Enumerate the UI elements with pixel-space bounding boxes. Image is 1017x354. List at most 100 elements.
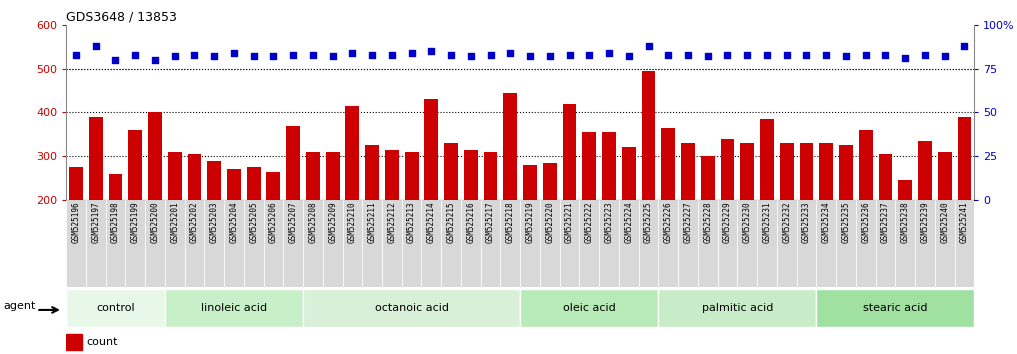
Bar (88, 117, 103, 287)
Bar (365, 145, 379, 287)
Bar (642, 71, 655, 287)
Bar (918, 141, 932, 287)
Point (838, 53, 854, 59)
Text: GSM525216: GSM525216 (467, 202, 475, 243)
Bar (303, 289, 520, 327)
Point (739, 52, 756, 57)
Text: GSM525201: GSM525201 (170, 202, 179, 243)
Point (146, 57, 163, 63)
Bar (503, 93, 518, 287)
Point (601, 50, 617, 56)
Bar (935, 25, 955, 200)
Bar (639, 200, 658, 287)
Point (68, 52, 84, 57)
Bar (540, 25, 559, 200)
Text: GSM525197: GSM525197 (92, 202, 101, 243)
Text: GSM525219: GSM525219 (526, 202, 535, 243)
Bar (303, 200, 322, 287)
Text: GSM525228: GSM525228 (703, 202, 712, 243)
Bar (106, 25, 125, 200)
Point (265, 53, 282, 59)
Bar (424, 99, 438, 287)
Bar (760, 119, 774, 287)
Text: GSM525234: GSM525234 (822, 202, 831, 243)
Text: GSM525209: GSM525209 (328, 202, 338, 243)
Bar (523, 165, 537, 287)
Bar (66, 25, 85, 200)
Bar (128, 130, 142, 287)
Bar (820, 143, 833, 287)
Bar (444, 143, 458, 287)
Point (383, 52, 400, 57)
Bar (520, 200, 540, 287)
Text: GSM525200: GSM525200 (151, 202, 160, 243)
Bar (658, 25, 678, 200)
Bar (876, 25, 895, 200)
Bar (464, 150, 478, 287)
Text: stearic acid: stearic acid (863, 303, 928, 313)
Bar (562, 104, 577, 287)
Point (305, 52, 321, 57)
Text: GSM525221: GSM525221 (565, 202, 574, 243)
Point (542, 53, 558, 59)
Bar (701, 156, 715, 287)
Point (818, 52, 834, 57)
Bar (895, 25, 915, 200)
Bar (106, 200, 125, 287)
Bar (362, 200, 382, 287)
Bar (284, 200, 303, 287)
Bar (678, 200, 698, 287)
Bar (343, 200, 362, 287)
Bar (777, 25, 796, 200)
Bar (346, 106, 359, 287)
Point (700, 53, 716, 59)
Bar (520, 25, 540, 200)
Bar (284, 25, 303, 200)
Bar (306, 152, 319, 287)
Text: GSM525239: GSM525239 (920, 202, 930, 243)
Bar (263, 200, 284, 287)
Bar (303, 25, 322, 200)
Bar (957, 117, 971, 287)
Text: GSM525210: GSM525210 (348, 202, 357, 243)
Point (443, 52, 460, 57)
Bar (66, 200, 85, 287)
Bar (580, 25, 599, 200)
Bar (184, 200, 204, 287)
Point (344, 50, 360, 56)
Bar (227, 169, 241, 287)
Bar (619, 25, 639, 200)
Bar (856, 25, 876, 200)
Bar (583, 132, 596, 287)
Text: GSM525206: GSM525206 (268, 202, 278, 243)
Bar (207, 161, 221, 287)
Point (206, 53, 223, 59)
Bar (777, 200, 796, 287)
Bar (204, 200, 224, 287)
Text: GSM525241: GSM525241 (960, 202, 969, 243)
Text: GSM525223: GSM525223 (604, 202, 613, 243)
Bar (915, 25, 935, 200)
Point (245, 53, 261, 59)
Bar (441, 25, 461, 200)
Bar (740, 143, 755, 287)
Text: GSM525222: GSM525222 (585, 202, 594, 243)
Bar (385, 150, 399, 287)
Point (878, 52, 894, 57)
Text: GSM525235: GSM525235 (841, 202, 850, 243)
Bar (224, 25, 244, 200)
Text: GSM525224: GSM525224 (624, 202, 634, 243)
Text: GSM525231: GSM525231 (763, 202, 772, 243)
Point (482, 52, 498, 57)
Text: GSM525204: GSM525204 (230, 202, 238, 243)
Bar (165, 25, 184, 200)
Text: GSM525232: GSM525232 (782, 202, 791, 243)
Text: GSM525240: GSM525240 (940, 202, 949, 243)
Point (719, 52, 735, 57)
Bar (405, 152, 419, 287)
Point (463, 53, 479, 59)
Bar (382, 25, 402, 200)
Bar (145, 25, 165, 200)
Text: GSM525196: GSM525196 (71, 202, 80, 243)
Text: GSM525227: GSM525227 (683, 202, 693, 243)
